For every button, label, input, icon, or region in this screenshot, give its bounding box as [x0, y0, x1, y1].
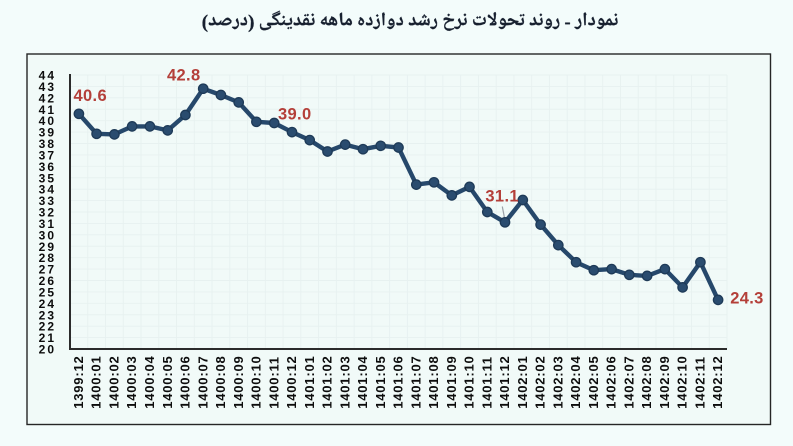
svg-text:29: 29	[39, 240, 56, 254]
svg-text:39: 39	[39, 126, 56, 140]
svg-text:21: 21	[39, 331, 56, 345]
svg-text:1402:02: 1402:02	[533, 355, 548, 408]
svg-text:1402:06: 1402:06	[604, 355, 619, 408]
svg-text:1402:04: 1402:04	[568, 355, 583, 408]
svg-text:31.1: 31.1	[485, 187, 519, 205]
svg-text:1399:12: 1399:12	[71, 355, 86, 408]
svg-text:1402:03: 1402:03	[550, 355, 565, 408]
svg-text:44: 44	[39, 69, 56, 83]
svg-text:1401:12: 1401:12	[497, 355, 512, 408]
svg-text:27: 27	[39, 263, 56, 277]
svg-text:25: 25	[39, 286, 56, 300]
svg-text:32: 32	[39, 206, 56, 220]
svg-text:20: 20	[39, 343, 56, 357]
svg-text:43: 43	[39, 80, 56, 94]
svg-text:35: 35	[39, 171, 56, 185]
svg-text:1400:02: 1400:02	[107, 355, 122, 408]
svg-text:1401:04: 1401:04	[355, 355, 370, 408]
svg-text:1402:12: 1402:12	[710, 355, 725, 408]
svg-text:1400:07: 1400:07	[195, 355, 210, 408]
svg-text:40.6: 40.6	[74, 87, 108, 105]
svg-text:1401:02: 1401:02	[320, 355, 335, 408]
svg-text:1402:10: 1402:10	[675, 355, 690, 408]
svg-text:1402:05: 1402:05	[586, 355, 601, 408]
svg-text:1402:01: 1402:01	[515, 355, 530, 408]
svg-text:1401:01: 1401:01	[302, 355, 317, 408]
svg-text:1400:11: 1400:11	[266, 356, 281, 409]
svg-text:1401:09: 1401:09	[444, 355, 459, 408]
svg-text:1400:09: 1400:09	[231, 355, 246, 408]
svg-text:1401:10: 1401:10	[462, 355, 477, 408]
svg-text:1401:07: 1401:07	[408, 355, 423, 408]
svg-text:1402:08: 1402:08	[639, 355, 654, 408]
svg-text:36: 36	[39, 160, 56, 174]
svg-text:31: 31	[39, 217, 56, 231]
svg-text:23: 23	[39, 308, 56, 322]
svg-text:1400:01: 1400:01	[89, 355, 104, 408]
svg-text:42.8: 42.8	[167, 67, 201, 85]
svg-text:24.3: 24.3	[730, 290, 764, 308]
svg-text:22: 22	[39, 320, 56, 334]
svg-text:26: 26	[39, 274, 56, 288]
svg-text:1402:11: 1402:11	[693, 356, 708, 409]
svg-text:1400:04: 1400:04	[142, 355, 157, 408]
svg-text:1401:05: 1401:05	[373, 355, 388, 408]
svg-text:1401:06: 1401:06	[391, 355, 406, 408]
svg-text:1402:07: 1402:07	[621, 355, 636, 408]
svg-text:24: 24	[39, 297, 56, 311]
svg-text:1400:12: 1400:12	[284, 355, 299, 408]
svg-text:1400:08: 1400:08	[213, 355, 228, 408]
svg-text:37: 37	[39, 149, 56, 163]
svg-text:1400:03: 1400:03	[124, 355, 139, 408]
svg-text:42: 42	[39, 91, 56, 105]
svg-text:1402:09: 1402:09	[657, 355, 672, 408]
svg-text:1400:10: 1400:10	[249, 355, 264, 408]
svg-text:28: 28	[39, 251, 56, 265]
svg-text:30: 30	[39, 228, 56, 242]
svg-text:1401:08: 1401:08	[426, 355, 441, 408]
svg-text:40: 40	[39, 114, 56, 128]
svg-text:38: 38	[39, 137, 56, 151]
svg-text:1401:03: 1401:03	[337, 355, 352, 408]
svg-text:33: 33	[39, 194, 56, 208]
svg-text:1401:11: 1401:11	[479, 356, 494, 409]
svg-text:41: 41	[39, 103, 56, 117]
svg-text:1400:05: 1400:05	[160, 355, 175, 408]
svg-text:34: 34	[39, 183, 56, 197]
svg-text:39.0: 39.0	[278, 106, 312, 124]
svg-text:1400:06: 1400:06	[178, 355, 193, 408]
